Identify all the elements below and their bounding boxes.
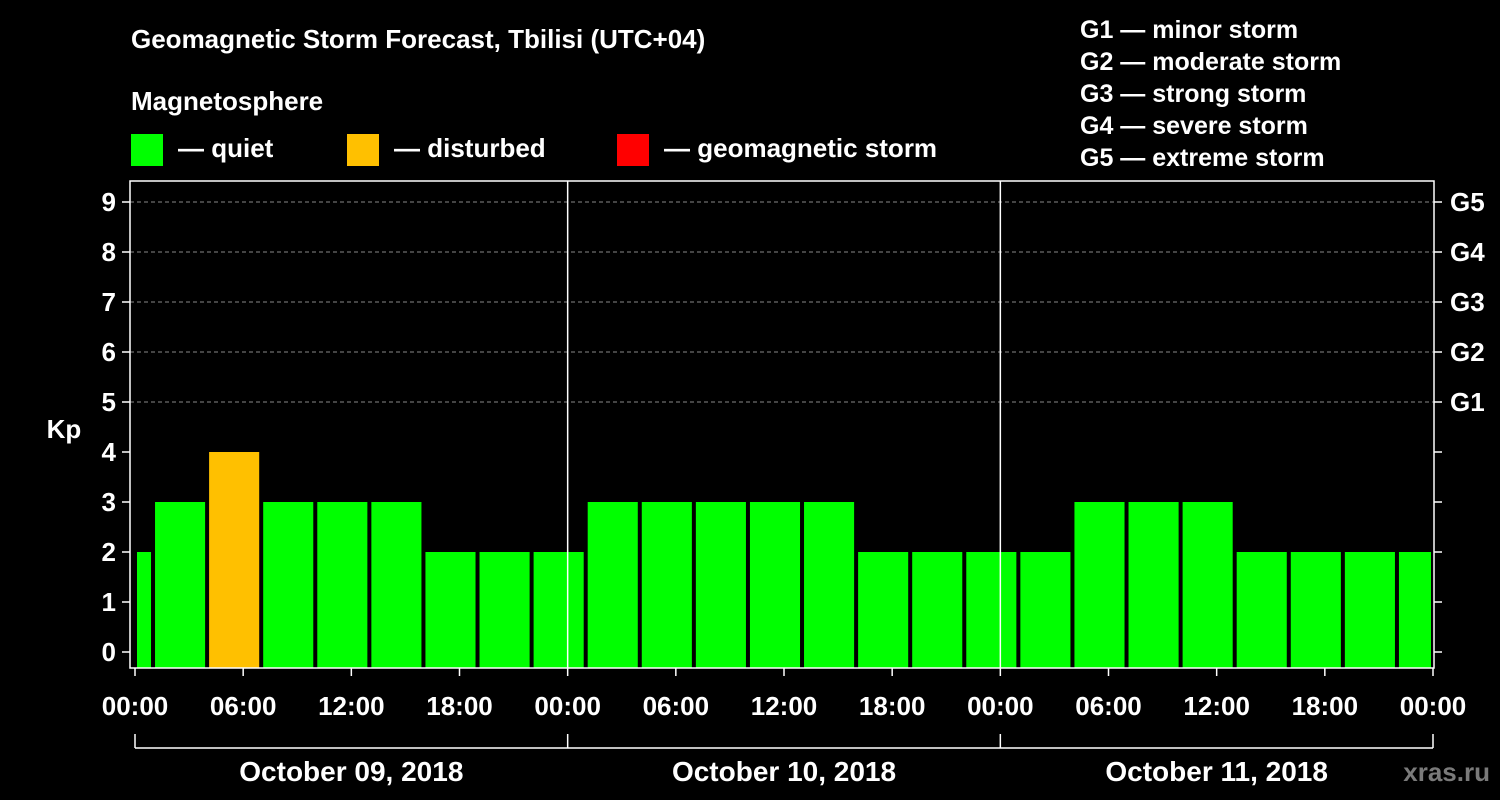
kp-bar <box>858 552 909 668</box>
x-tick-label: 18:00 <box>426 691 493 721</box>
kp-bar <box>966 552 1017 668</box>
kp-bar <box>804 502 855 668</box>
kp-bar <box>1182 502 1233 668</box>
kp-bar <box>533 552 584 668</box>
plot-frame <box>129 180 1435 669</box>
g-scale-legend-item: G2 — moderate storm <box>1080 48 1342 76</box>
x-tick-label: 12:00 <box>1183 691 1250 721</box>
x-tick-label: 06:00 <box>210 691 277 721</box>
g-scale-legend-item: G4 — severe storm <box>1080 112 1308 140</box>
magnetosphere-label: Magnetosphere <box>131 86 324 116</box>
day-label: October 10, 2018 <box>672 756 896 787</box>
y-tick-label: 5 <box>102 387 116 417</box>
kp-bar <box>749 502 801 668</box>
x-tick-label: 06:00 <box>643 691 710 721</box>
y-tick-label: 9 <box>102 187 116 217</box>
x-tick-label: 00:00 <box>102 691 169 721</box>
kp-bar <box>1398 552 1431 668</box>
x-tick-label: 12:00 <box>751 691 818 721</box>
watermark: xras.ru <box>1403 757 1490 787</box>
x-tick-label: 18:00 <box>859 691 926 721</box>
y-tick-label: 4 <box>102 437 117 467</box>
g-scale-label: G1 <box>1450 387 1485 417</box>
kp-bar <box>641 502 692 668</box>
y-tick-label: 3 <box>102 487 116 517</box>
g-scale-label: G5 <box>1450 187 1485 217</box>
kp-bar <box>1020 552 1071 668</box>
kp-bar <box>1074 502 1125 668</box>
x-tick-label: 18:00 <box>1292 691 1359 721</box>
g-scale-legend-item: G1 — minor storm <box>1080 16 1299 44</box>
y-tick-label: 8 <box>102 237 116 267</box>
legend-disturbed-label: — disturbed <box>394 133 546 163</box>
g-scale-label: G2 <box>1450 337 1485 367</box>
chart-title: Geomagnetic Storm Forecast, Tbilisi (UTC… <box>131 24 706 54</box>
g-scale-legend-item: G5 — extreme storm <box>1080 144 1325 172</box>
kp-bar <box>263 502 314 668</box>
kp-bar <box>1344 552 1395 668</box>
x-tick-label: 00:00 <box>1400 691 1467 721</box>
kp-bar <box>317 502 368 668</box>
g-scale-legend: G1 — minor storm G2 — moderate storm G3 … <box>1080 14 1341 174</box>
g-scale-legend-item: G3 — strong storm <box>1080 80 1307 108</box>
kp-bar <box>209 452 260 668</box>
legend-storm-swatch <box>617 134 649 166</box>
kp-bar <box>1236 552 1287 668</box>
x-tick-label: 00:00 <box>967 691 1034 721</box>
kp-bar <box>695 502 746 668</box>
x-tick-label: 00:00 <box>534 691 601 721</box>
y-tick-label: 7 <box>102 287 116 317</box>
kp-bar <box>137 552 152 668</box>
legend-quiet-swatch <box>131 134 163 166</box>
y-axis-label: Kp <box>47 414 82 444</box>
kp-bar <box>587 502 638 668</box>
kp-bar <box>155 502 206 668</box>
y-tick-label: 2 <box>102 537 116 567</box>
kp-bar <box>1290 552 1341 668</box>
kp-bar <box>425 552 476 668</box>
legend-storm-label: — geomagnetic storm <box>664 133 938 163</box>
legend-disturbed-swatch <box>347 134 379 166</box>
y-tick-label: 1 <box>102 587 116 617</box>
kp-bar <box>479 552 530 668</box>
kp-bar <box>912 552 963 668</box>
y-tick-label: 6 <box>102 337 116 367</box>
y-tick-label: 0 <box>102 637 116 667</box>
kp-bar <box>371 502 422 668</box>
kp-bar <box>1128 502 1179 668</box>
day-label: October 09, 2018 <box>239 756 463 787</box>
g-scale-label: G3 <box>1450 287 1485 317</box>
legend-quiet-label: — quiet <box>178 133 274 163</box>
day-label: October 11, 2018 <box>1105 756 1328 787</box>
g-scale-label: G4 <box>1450 237 1485 267</box>
x-tick-label: 06:00 <box>1075 691 1142 721</box>
x-tick-label: 12:00 <box>318 691 385 721</box>
